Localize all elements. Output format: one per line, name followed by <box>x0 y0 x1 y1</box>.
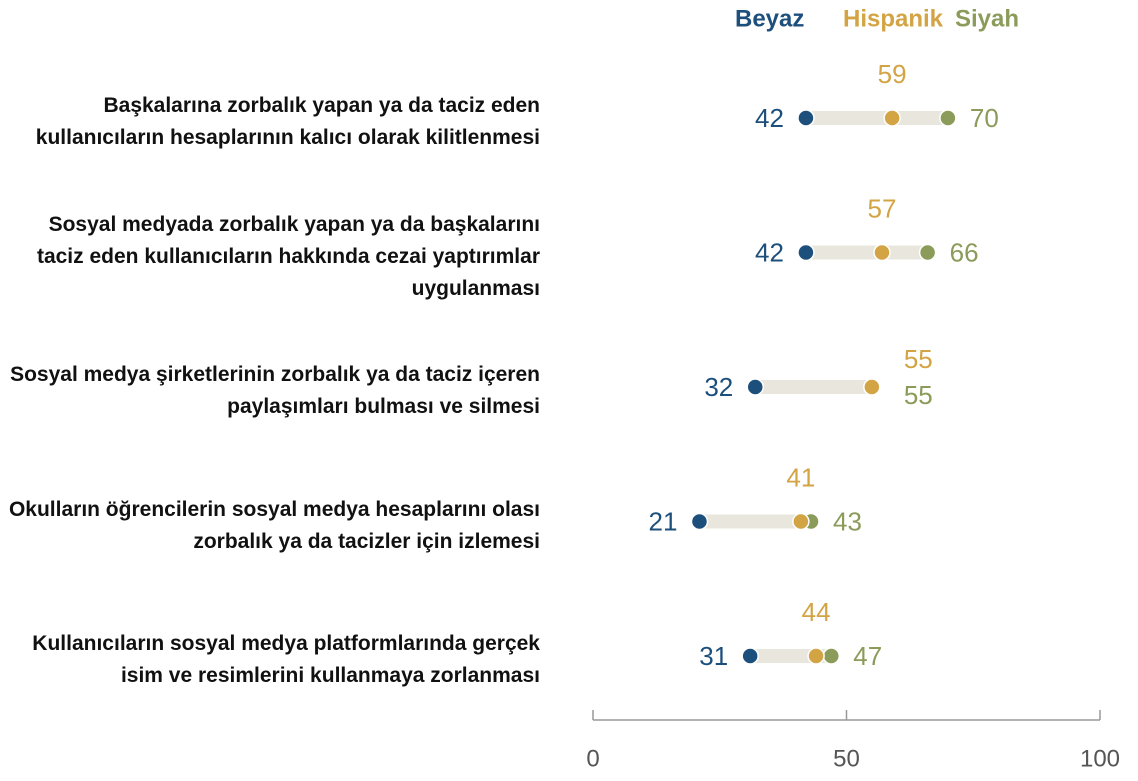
range-bar <box>699 514 812 529</box>
dot <box>873 243 891 262</box>
dot <box>918 243 937 262</box>
value-label: 55 <box>904 380 933 410</box>
value-label: 21 <box>649 506 678 536</box>
category-label: Sosyal medya şirketlerinin zorbalık ya d… <box>10 363 540 418</box>
value-label: 32 <box>704 372 733 402</box>
range-bar <box>755 380 872 394</box>
legend-label: Hispanik <box>843 5 944 32</box>
dot <box>807 647 825 665</box>
legend-label: Siyah <box>955 5 1019 32</box>
dot <box>792 512 810 531</box>
category-label: Başkalarına zorbalık yapan ya da taciz e… <box>35 94 540 149</box>
dot <box>797 243 815 262</box>
value-label: 70 <box>970 103 999 133</box>
value-label: 42 <box>755 237 784 267</box>
value-label: 47 <box>853 641 882 671</box>
dot <box>746 378 764 396</box>
dot <box>822 647 841 665</box>
range-bar <box>805 245 928 260</box>
dot <box>741 647 759 665</box>
range-bar <box>805 111 948 125</box>
dot <box>690 512 709 531</box>
x-tick-label: 50 <box>833 745 860 772</box>
value-label: 41 <box>786 462 815 492</box>
category-label: Sosyal medyada zorbalık yapan ya da başk… <box>36 212 540 300</box>
value-label: 55 <box>904 344 933 374</box>
value-label: 44 <box>802 597 831 627</box>
x-tick-label: 0 <box>586 745 599 772</box>
value-label: 66 <box>950 237 979 267</box>
legend-label: Beyaz <box>735 5 804 32</box>
category-label: Okulların öğrencilerin sosyal medya hesa… <box>8 497 540 553</box>
value-label: 43 <box>833 506 862 536</box>
x-tick-label: 100 <box>1080 745 1120 772</box>
dot <box>939 109 957 127</box>
category-label: Kullanıcıların sosyal medya platformları… <box>32 632 540 687</box>
value-label: 59 <box>878 59 907 89</box>
dot <box>863 378 881 396</box>
value-label: 42 <box>755 103 784 133</box>
dot <box>797 109 815 127</box>
dot <box>883 109 901 127</box>
value-label: 31 <box>699 641 728 671</box>
value-label: 57 <box>868 193 897 223</box>
